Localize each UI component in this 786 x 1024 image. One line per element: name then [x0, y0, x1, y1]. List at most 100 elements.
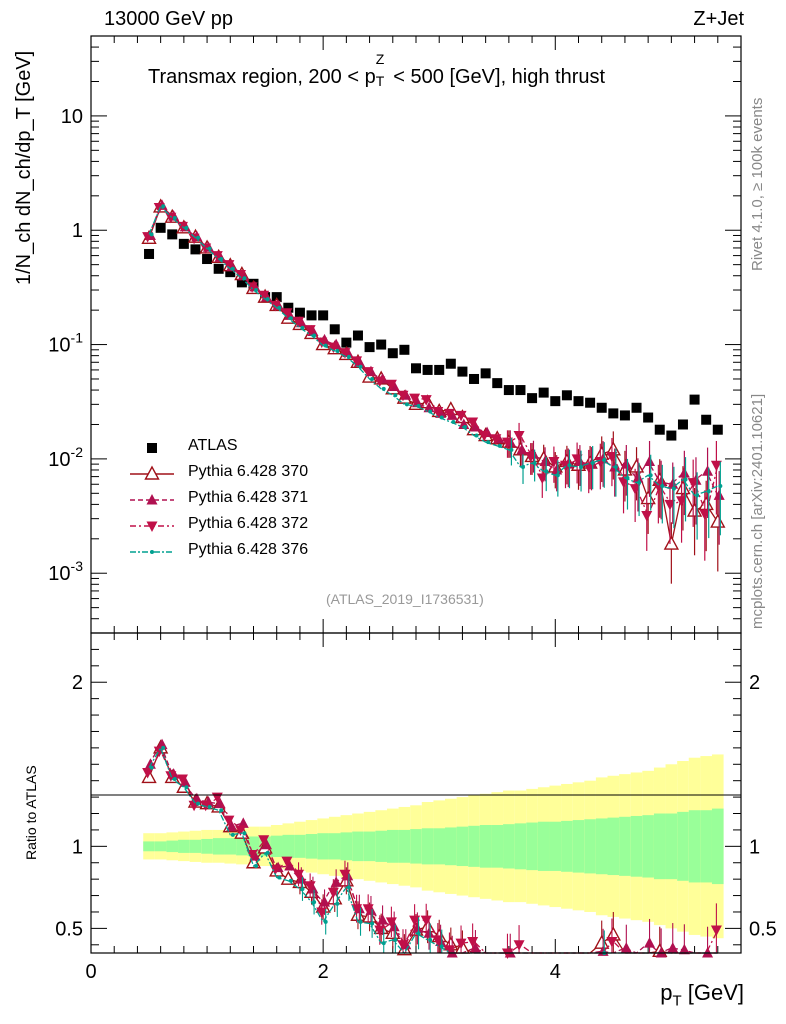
ratio-point: [219, 808, 224, 813]
mc-data-point: [544, 469, 549, 474]
atlas-data-point: [352, 330, 363, 341]
mc-data-point: [409, 393, 421, 405]
ratio-point: [293, 869, 305, 881]
mc-data-point: [370, 376, 375, 381]
atlas-data-point: [445, 358, 456, 369]
mc-data-point: [664, 499, 676, 511]
atlas-data-point: [329, 324, 340, 335]
ratio-band-inner: [491, 825, 504, 868]
y-tick-label: 10-1: [48, 330, 83, 357]
ratio-point: [223, 815, 235, 827]
title-part-before: Transmax region, 200 < p: [148, 66, 376, 88]
atlas-data-point: [364, 342, 375, 353]
ratio-point: [149, 765, 154, 770]
ratio-point: [335, 901, 340, 906]
mc-data-point: [548, 456, 560, 468]
mc-data-point: [678, 467, 690, 478]
atlas-data-point: [503, 385, 514, 396]
ratio-band-inner: [468, 825, 480, 867]
ratio-point: [261, 838, 272, 850]
mc-data-point: [478, 431, 490, 442]
ratio-point: [443, 945, 455, 956]
ratio-point: [501, 948, 513, 959]
ratio-point: [362, 904, 374, 915]
ratio-point: [432, 935, 444, 946]
ratio-point: [330, 876, 342, 887]
ratio-band-inner: [352, 831, 364, 862]
ratio-point: [288, 878, 293, 883]
ratio-point: [312, 900, 317, 905]
atlas-data-point: [631, 402, 642, 413]
mc-data-point: [618, 477, 630, 488]
ratio-point: [620, 942, 632, 953]
atlas-data-point: [318, 310, 329, 321]
mc-data-point: [641, 510, 653, 522]
series-line-main: [148, 205, 719, 497]
mc-data-point: [490, 434, 502, 445]
atlas-data-point: [144, 248, 155, 259]
mc-data-point: [699, 509, 711, 520]
ratio-uncertainty-bands: [143, 754, 724, 939]
mc-data-point: [393, 393, 398, 398]
legend-marker: [144, 465, 160, 480]
legend-marker: [146, 521, 158, 532]
rivet-text: Rivet 4.1.0, ≥ 100k events: [749, 98, 766, 271]
ratio-band-inner: [642, 815, 654, 878]
ratio-y-axis-label: Ratio to ATLAS: [23, 765, 39, 860]
atlas-data-point: [643, 412, 654, 423]
atlas-data-point: [434, 364, 445, 375]
legend-label: Pythia 6.428 370: [188, 463, 309, 480]
ratio-band-inner: [363, 831, 376, 862]
mc-data-point: [443, 408, 455, 420]
mc-data-point: [165, 212, 177, 224]
atlas-data-point: [654, 424, 665, 435]
ratio-tick-label-left: 1: [72, 836, 83, 858]
mc-data-point: [555, 473, 560, 478]
mc-data-point: [207, 246, 212, 251]
ratio-band-inner: [595, 818, 608, 875]
ratio-point: [316, 907, 328, 918]
mc-data-point: [571, 454, 583, 465]
mc-data-point: [172, 215, 177, 220]
mc-data-point: [161, 204, 166, 209]
mc-data-point: [211, 251, 223, 262]
ratio-band-inner: [479, 825, 492, 868]
ratio-point: [144, 758, 156, 769]
mc-data-point: [381, 386, 386, 391]
atlas-data-point: [422, 364, 433, 375]
ratio-band-inner: [677, 811, 689, 881]
ratio-point: [381, 941, 386, 946]
ratio-point: [385, 917, 397, 928]
mc-data-point: [293, 316, 305, 328]
atlas-data-point: [538, 387, 549, 398]
x-tick-label: 4: [550, 961, 561, 983]
atlas-data-point: [677, 419, 688, 430]
ratio-point: [358, 919, 363, 924]
atlas-data-point: [712, 424, 723, 435]
ratio-band-inner: [154, 841, 167, 852]
mcplots-text: mcplots.cern.ch [arXiv:2401.10621]: [749, 394, 766, 629]
mc-data-point: [254, 288, 259, 293]
legend-label: Pythia 6.428 376: [188, 541, 309, 558]
mc-data-point: [702, 465, 714, 476]
ratio-point: [409, 915, 421, 927]
analysis-id: (ATLAS_2019_I1736531): [326, 591, 484, 607]
ratio-point: [319, 896, 331, 907]
ratio-band-inner: [375, 830, 387, 862]
ratio-point: [667, 942, 679, 953]
atlas-data-point: [573, 396, 584, 407]
mc-data-point: [462, 425, 467, 430]
ratio-band-inner: [630, 815, 643, 877]
mc-data-point: [637, 480, 642, 485]
x-tick-label: 2: [318, 961, 329, 983]
atlas-data-point: [701, 414, 712, 425]
ratio-band-inner: [317, 833, 329, 860]
ratio-point: [277, 875, 282, 880]
ratio-point: [455, 938, 467, 950]
atlas-data-point: [213, 263, 224, 274]
mc-data-point: [455, 410, 467, 422]
ratio-band-inner: [445, 827, 457, 866]
mc-data-point: [219, 257, 224, 262]
ratio-band-inner: [236, 837, 248, 856]
